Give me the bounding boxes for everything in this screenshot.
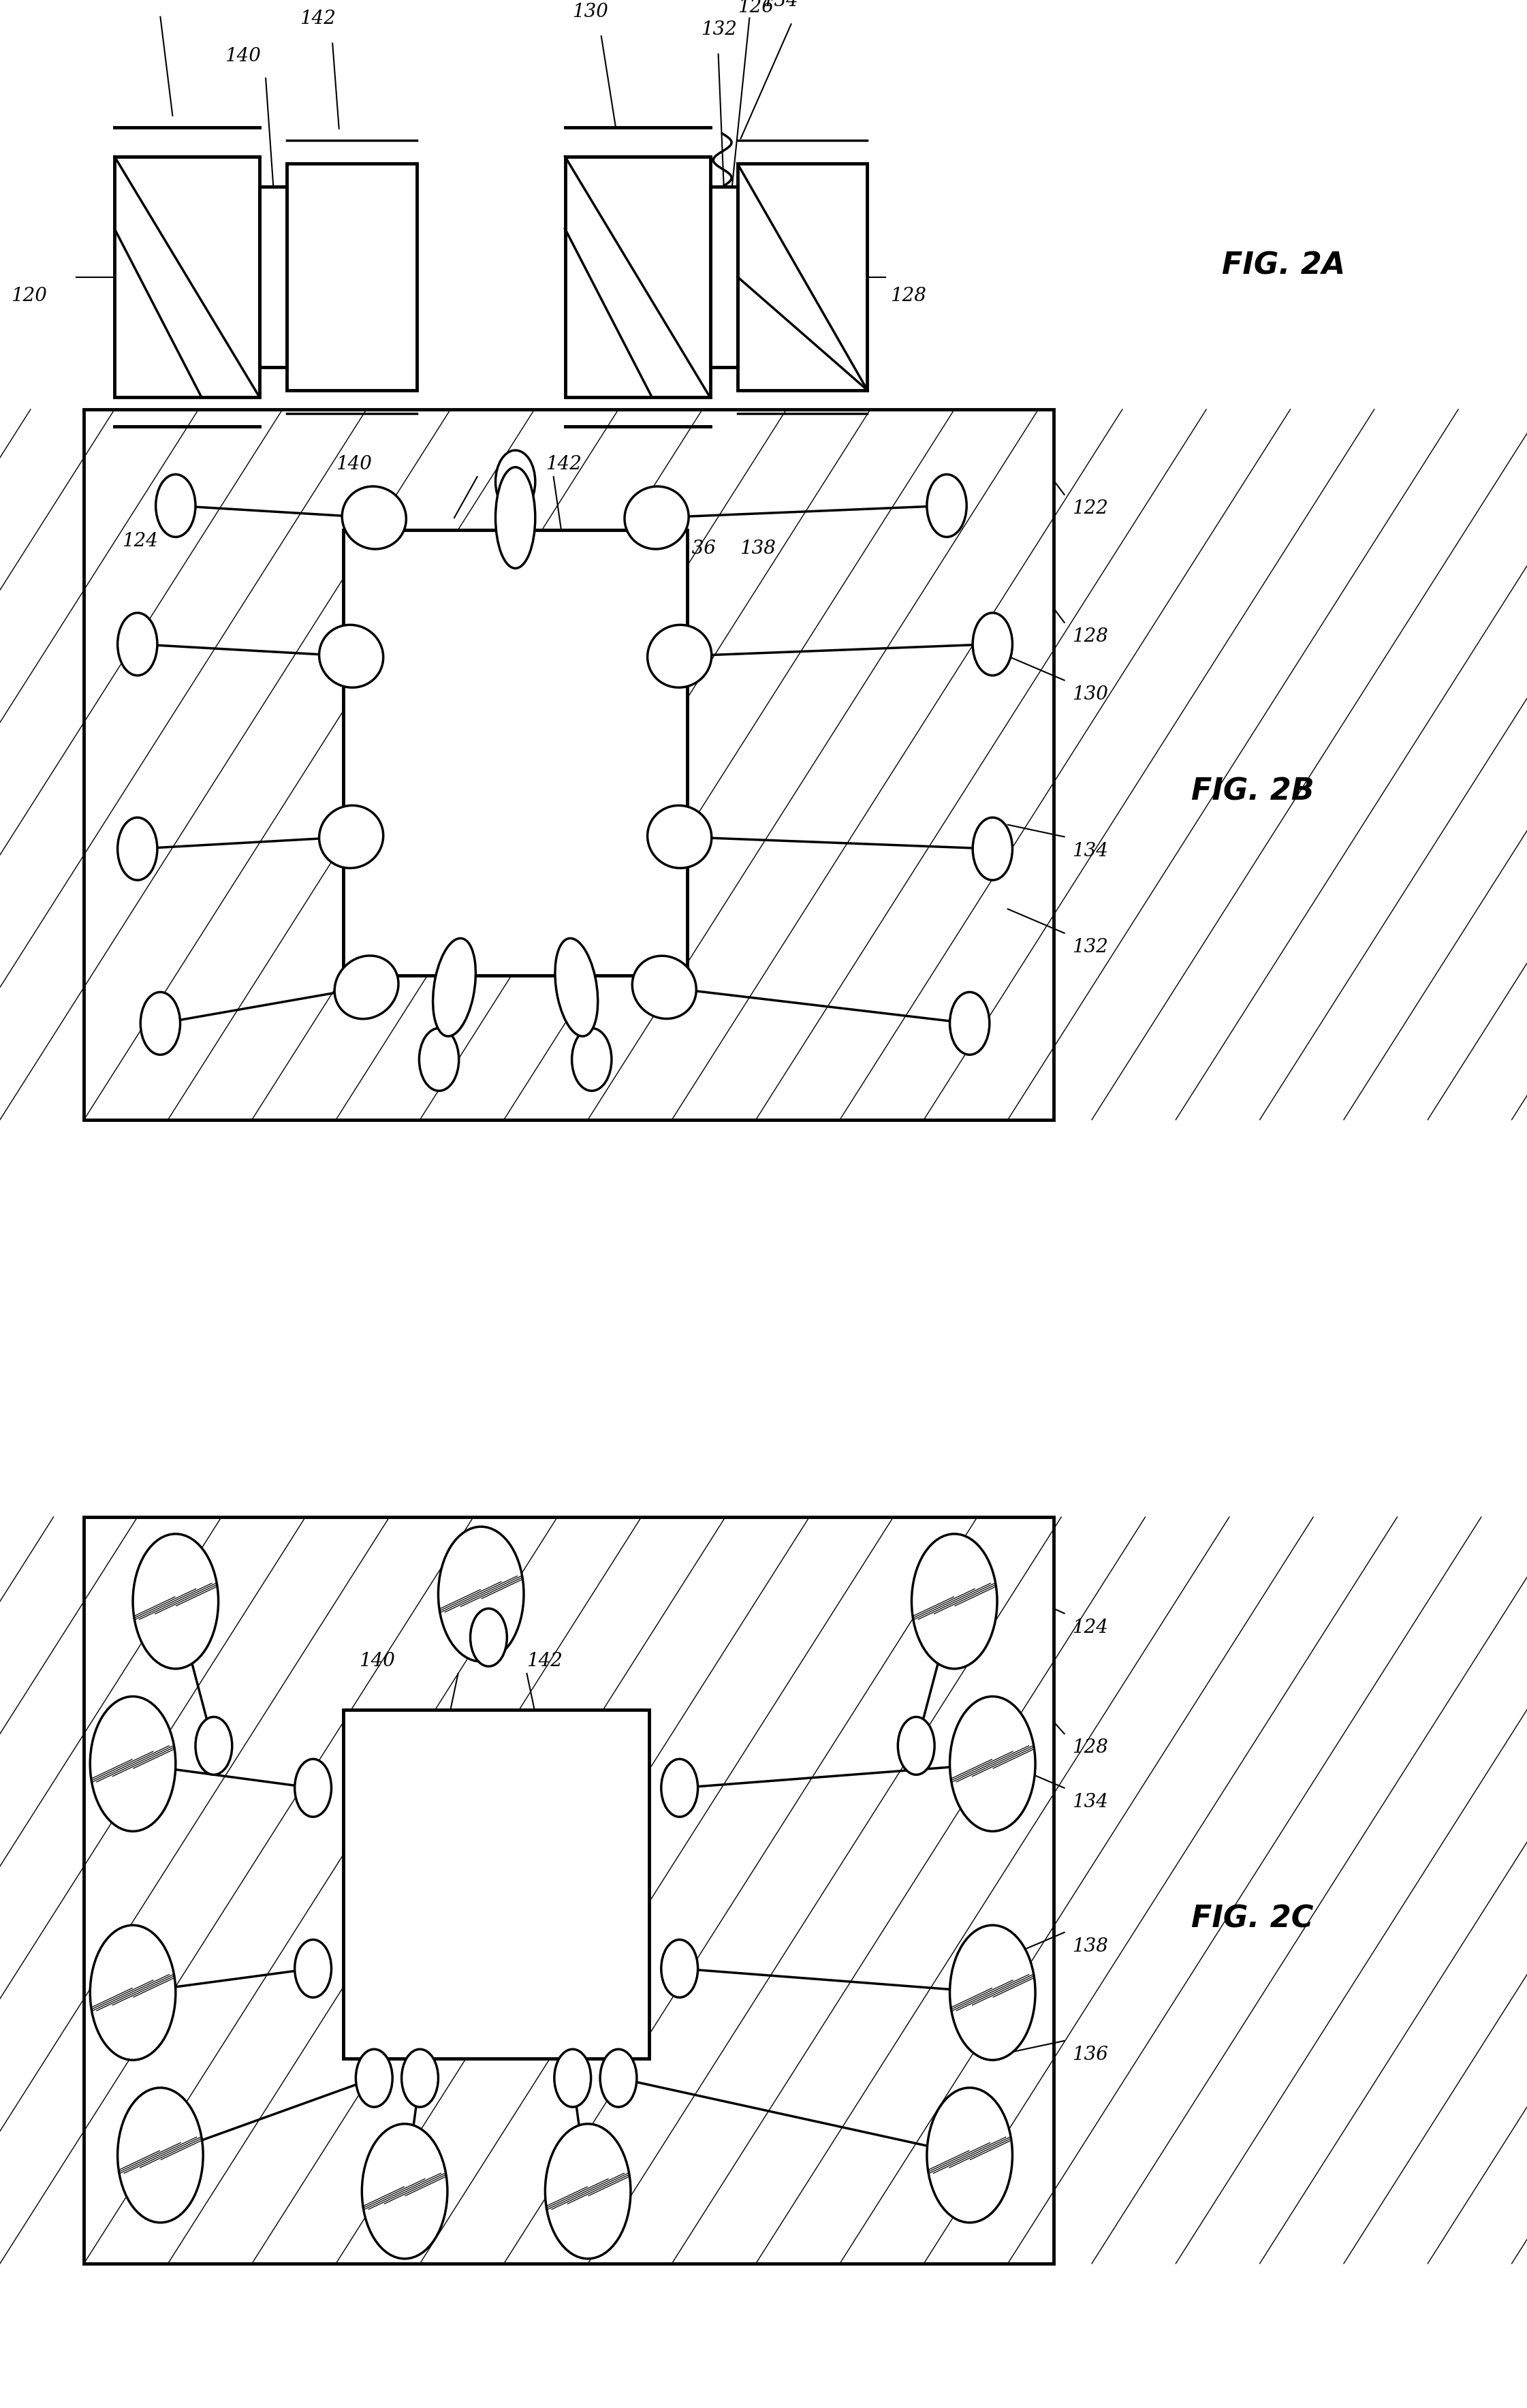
Text: FIG. 2C: FIG. 2C [1191, 1905, 1313, 1934]
Circle shape [661, 1758, 698, 1816]
Circle shape [973, 819, 1012, 881]
Ellipse shape [495, 467, 536, 568]
Bar [344, 1710, 649, 2059]
Circle shape [661, 1941, 698, 1999]
Bar [115, 157, 260, 397]
Text: 124: 124 [1072, 1618, 1109, 1637]
Ellipse shape [647, 804, 712, 869]
Text: 142: 142 [547, 455, 582, 474]
Circle shape [156, 474, 195, 537]
Circle shape [402, 2049, 438, 2107]
Circle shape [898, 1717, 935, 1775]
Text: 126: 126 [738, 0, 774, 17]
Text: 120: 120 [11, 287, 47, 306]
Circle shape [195, 1717, 232, 1775]
Ellipse shape [334, 956, 399, 1019]
Text: 136: 136 [680, 539, 716, 559]
Circle shape [912, 1534, 997, 1669]
Text: 130: 130 [1072, 686, 1109, 703]
Circle shape [295, 1758, 331, 1816]
Bar [344, 530, 687, 975]
Text: 140: 140 [224, 48, 261, 65]
Circle shape [90, 1926, 176, 2059]
Circle shape [950, 1695, 1035, 1830]
Ellipse shape [319, 624, 383, 689]
Circle shape [356, 2049, 392, 2107]
Text: 142: 142 [527, 1652, 563, 1671]
Circle shape [571, 1028, 611, 1091]
Text: 128: 128 [1072, 1739, 1109, 1758]
Text: FIG. 2A: FIG. 2A [1222, 250, 1345, 282]
Circle shape [295, 1941, 331, 1999]
Bar [565, 157, 710, 397]
Ellipse shape [319, 804, 383, 869]
Circle shape [927, 2088, 1012, 2223]
Text: 142: 142 [299, 10, 336, 29]
Circle shape [118, 612, 157, 674]
Ellipse shape [632, 956, 696, 1019]
Bar [738, 164, 867, 390]
Text: 124: 124 [122, 532, 157, 551]
Circle shape [118, 2088, 203, 2223]
Text: 128: 128 [890, 287, 927, 306]
Text: 136: 136 [1072, 2047, 1109, 2064]
Circle shape [140, 992, 180, 1055]
Text: 138: 138 [739, 539, 776, 559]
Circle shape [420, 1028, 458, 1091]
Bar [84, 409, 1054, 1120]
Ellipse shape [625, 486, 689, 549]
Text: 134: 134 [762, 0, 799, 10]
Text: 134: 134 [1072, 843, 1109, 860]
Bar [287, 164, 417, 390]
Circle shape [950, 1926, 1035, 2059]
Ellipse shape [432, 939, 476, 1035]
Text: 122: 122 [115, 0, 151, 5]
Circle shape [973, 612, 1012, 674]
Text: 138: 138 [1072, 1938, 1109, 1955]
Circle shape [133, 1534, 218, 1669]
Circle shape [118, 819, 157, 881]
Text: 132: 132 [1072, 939, 1109, 956]
Text: 122: 122 [1072, 498, 1109, 518]
Circle shape [950, 992, 989, 1055]
Text: 132: 132 [701, 22, 738, 39]
Ellipse shape [647, 624, 712, 689]
Circle shape [495, 450, 536, 513]
Circle shape [554, 2049, 591, 2107]
Ellipse shape [342, 486, 406, 549]
Text: 140: 140 [336, 455, 373, 474]
Text: 130: 130 [573, 2, 608, 22]
Circle shape [362, 2124, 447, 2259]
Circle shape [90, 1695, 176, 1830]
Text: 134: 134 [1072, 1794, 1109, 1811]
Circle shape [545, 2124, 631, 2259]
Text: FIG. 2B: FIG. 2B [1191, 778, 1315, 807]
Text: 140: 140 [359, 1652, 395, 1671]
Circle shape [600, 2049, 637, 2107]
Bar [84, 1517, 1054, 2264]
Ellipse shape [554, 939, 599, 1035]
Circle shape [470, 1609, 507, 1666]
Circle shape [438, 1527, 524, 1662]
Circle shape [927, 474, 967, 537]
Text: 128: 128 [1072, 628, 1109, 645]
